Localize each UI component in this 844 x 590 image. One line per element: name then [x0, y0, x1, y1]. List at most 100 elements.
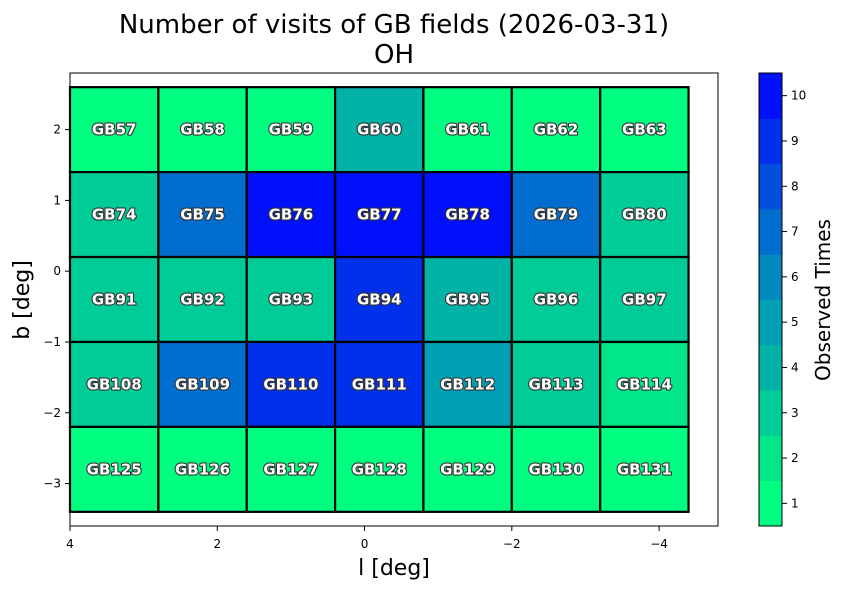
colorbar-tick-label: 5: [791, 315, 799, 329]
y-axis-label: b [deg]: [10, 260, 35, 340]
colorbar-segment: [759, 435, 782, 482]
field-cell-gb126: [157, 425, 248, 513]
field-cell-gb108: [68, 340, 160, 429]
y-tick-label: −2: [43, 406, 61, 420]
field-label-gb80: GB80: [622, 206, 667, 224]
field-cell-gb62: [510, 86, 602, 174]
chart-title: Number of visits of GB fields (2026-03-3…: [119, 10, 669, 40]
field-label-gb113: GB113: [528, 375, 583, 393]
colorbar-segment: [759, 390, 782, 436]
colorbar-tick-label: 8: [791, 179, 799, 193]
colorbar-segment: [759, 254, 782, 300]
colorbar-segment: [759, 344, 782, 391]
field-cell-gb91: [68, 255, 160, 344]
cells-layer: [68, 86, 690, 513]
field-label-gb75: GB75: [180, 206, 225, 224]
field-cell-gb93: [245, 255, 337, 344]
y-tick-label: −3: [43, 477, 61, 491]
colorbar-segment: [759, 73, 782, 119]
field-label-gb78: GB78: [445, 206, 490, 224]
x-tick-label: −2: [503, 537, 521, 551]
field-label-gb125: GB125: [87, 460, 142, 478]
colorbar-ticks: 1 2 3 4 5 6 7 8 9 10: [782, 89, 806, 510]
field-label-gb57: GB57: [92, 121, 137, 139]
field-cell-gb75: [157, 170, 248, 259]
colorbar-frame: [758, 72, 783, 527]
field-label-gb74: GB74: [92, 206, 137, 224]
colorbar-tick-label: 1: [791, 496, 799, 510]
x-tick-label: 0: [361, 537, 369, 551]
field-label-gb77: GB77: [357, 206, 402, 224]
field-label-gb94: GB94: [357, 291, 402, 309]
colorbar-segment: [759, 118, 782, 165]
field-cell-gb63: [599, 86, 690, 174]
y-tick-label: −1: [43, 335, 61, 349]
field-label-gb127: GB127: [263, 460, 318, 478]
field-label-gb131: GB131: [617, 460, 672, 478]
field-label-gb60: GB60: [357, 121, 402, 139]
field-cell-gb80: [599, 170, 690, 259]
field-label-gb112: GB112: [440, 375, 495, 393]
chart-subtitle: OH: [374, 40, 414, 70]
field-cell-gb92: [157, 255, 248, 344]
field-label-gb129: GB129: [440, 460, 495, 478]
x-tick-label: −4: [650, 537, 668, 551]
y-tick-label: 0: [53, 264, 61, 278]
field-cell-gb96: [510, 255, 602, 344]
field-label-gb92: GB92: [180, 291, 225, 309]
colorbar-segment: [759, 163, 782, 210]
x-axis-ticks: 4 2 0 −2 −4: [66, 526, 668, 551]
field-cell-gb77: [333, 170, 425, 259]
colorbar-tick-label: 7: [791, 225, 799, 239]
y-tick-label: 1: [53, 193, 61, 207]
field-cell-gb131: [599, 425, 690, 513]
field-label-gb93: GB93: [269, 291, 314, 309]
field-label-gb96: GB96: [534, 291, 579, 309]
field-label-gb63: GB63: [622, 121, 667, 139]
labels-layer: GB57 GB58 GB59 GB60 GB61 GB62 GB63 GB74 GB75 GB76…: [86, 120, 673, 480]
colorbar-tick-label: 10: [791, 89, 806, 103]
field-label-gb62: GB62: [534, 121, 579, 139]
field-label-gb108: GB108: [87, 375, 142, 393]
colorbar-label: Observed Times: [811, 219, 835, 381]
field-label-gb97: GB97: [622, 291, 667, 309]
colorbar-tick-label: 6: [791, 270, 799, 284]
field-label-gb128: GB128: [352, 460, 407, 478]
colorbar-tick-label: 9: [791, 134, 799, 148]
field-label-gb130: GB130: [528, 460, 583, 478]
field-label-gb76: GB76: [269, 206, 314, 224]
field-label-gb111: GB111: [352, 375, 407, 393]
field-cell-gb60: [333, 86, 425, 174]
colorbar: [759, 73, 782, 527]
x-tick-label: 2: [213, 537, 221, 551]
x-axis-label: l [deg]: [358, 556, 430, 581]
colorbar-segment: [759, 299, 782, 346]
field-cell-gb128: [333, 425, 425, 513]
colorbar-tick-label: 2: [791, 451, 799, 465]
colorbar-tick-label: 3: [791, 406, 799, 420]
field-cell-gb125: [68, 425, 160, 513]
field-cell-gb127: [245, 425, 337, 513]
field-cell-gb78: [422, 170, 513, 259]
y-axis-ticks: 2 1 0 −1 −2 −3: [43, 123, 70, 491]
colorbar-segment: [759, 480, 782, 527]
field-label-gb110: GB110: [263, 375, 318, 393]
field-label-gb95: GB95: [445, 291, 490, 309]
y-tick-label: 2: [53, 123, 61, 137]
field-cell-gb109: [157, 340, 248, 429]
field-label-gb61: GB61: [445, 121, 490, 139]
field-label-gb91: GB91: [92, 291, 137, 309]
field-cell-gb112: [422, 340, 513, 429]
field-label-gb109: GB109: [175, 375, 230, 393]
field-label-gb79: GB79: [534, 206, 579, 224]
field-label-gb59: GB59: [269, 121, 314, 139]
field-cell-gb74: [68, 170, 160, 259]
colorbar-segment: [759, 208, 782, 255]
field-label-gb58: GB58: [180, 121, 225, 139]
field-label-gb126: GB126: [175, 460, 230, 478]
x-tick-label: 4: [66, 537, 74, 551]
field-label-gb114: GB114: [617, 375, 672, 393]
colorbar-tick-label: 4: [791, 360, 799, 374]
field-cell-gb113: [510, 340, 602, 429]
